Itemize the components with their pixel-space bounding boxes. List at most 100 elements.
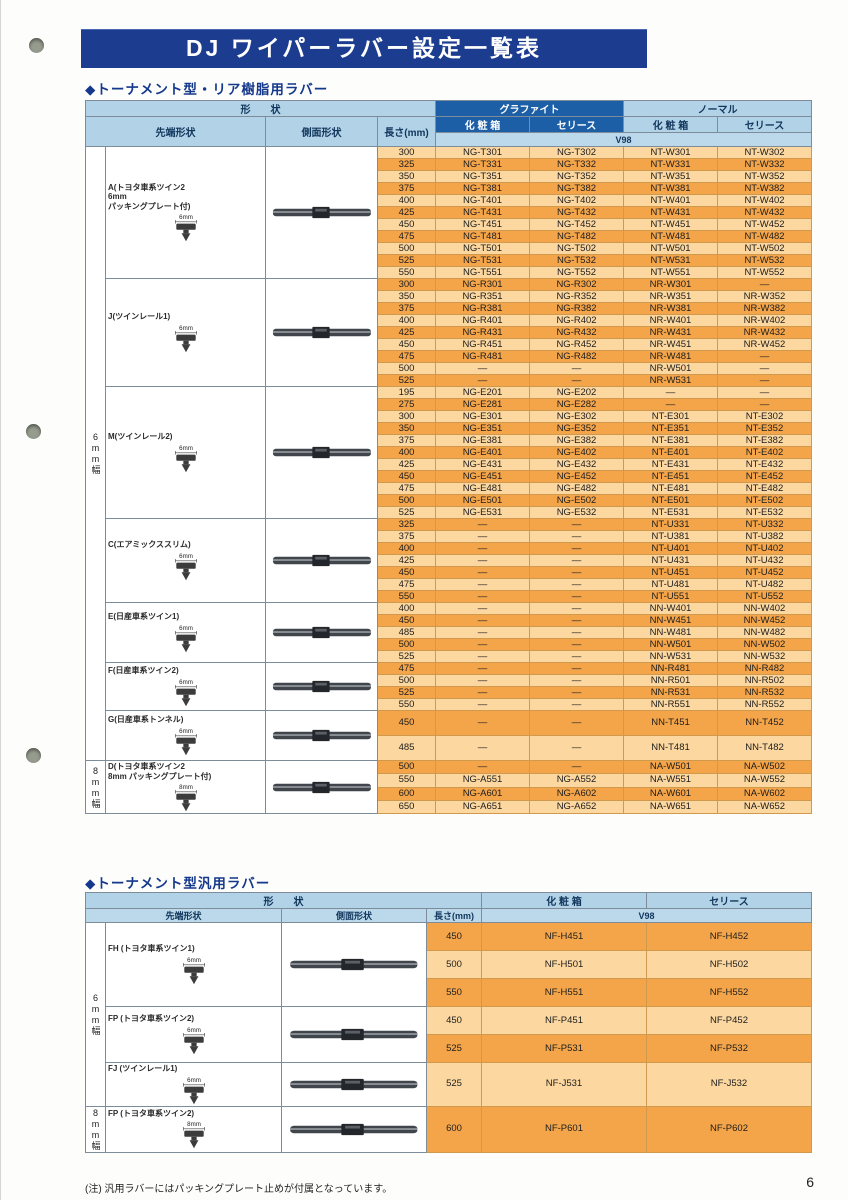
- part-number-cell: NT-U551: [623, 590, 718, 603]
- tip-shape-cell: G(日産車系トンネル) 6mm: [105, 710, 266, 761]
- length-cell: 300: [377, 146, 436, 159]
- length-cell: 475: [377, 230, 436, 243]
- part-number-cell: NF-H552: [646, 978, 812, 1007]
- side-profile-icon: [272, 781, 371, 793]
- table-row: 400— — NT-U401 NT-U402: [86, 542, 812, 555]
- part-number-cell: NF-H502: [646, 950, 812, 979]
- length-cell: 600: [377, 786, 436, 801]
- part-number-cell: NT-W302: [717, 146, 812, 159]
- side-shape-cell: [265, 278, 378, 387]
- part-number-cell: NT-W352: [717, 170, 812, 183]
- table-row: 375 NG-R381 NG-R382 NR-W381 NR-W382: [86, 302, 812, 315]
- part-number-cell: NT-W432: [717, 206, 812, 219]
- part-number-cell: NF-J532: [646, 1062, 812, 1107]
- group-label: G(日産車系トンネル): [108, 715, 184, 725]
- part-number-cell: NA-W551: [623, 773, 718, 788]
- length-cell: 525: [426, 1034, 482, 1063]
- part-number-cell: —: [435, 374, 530, 387]
- part-number-cell: NG-T451: [435, 218, 530, 231]
- part-number-cell: NT-W451: [623, 218, 718, 231]
- part-number-cell: NN-W501: [623, 638, 718, 651]
- side-shape-cell: [265, 759, 378, 815]
- length-cell: 400: [377, 542, 436, 555]
- length-cell: 525: [377, 686, 436, 699]
- part-number-cell: —: [529, 662, 624, 675]
- part-number-cell: —: [435, 626, 530, 639]
- part-number-cell: —: [529, 578, 624, 591]
- part-number-cell: —: [435, 674, 530, 687]
- part-number-cell: NT-E501: [623, 494, 718, 507]
- side-shape-cell: [265, 602, 378, 663]
- part-number-cell: NG-R432: [529, 326, 624, 339]
- table-row: 6mm幅 FH (トヨタ車系ツイン1) 6mm 450 NF-H451 NF-H452: [85, 922, 812, 1107]
- length-cell: 300: [377, 410, 436, 423]
- col-header-side-shape: 側面形状: [265, 116, 378, 147]
- part-number-cell: NG-A551: [435, 773, 530, 788]
- length-cell: 375: [377, 302, 436, 315]
- width-label-cell: 6mm幅: [85, 146, 106, 761]
- length-cell: 195: [377, 386, 436, 399]
- length-cell: 500: [377, 759, 436, 775]
- length-cell: 350: [377, 290, 436, 303]
- table-row: M(ツインレール2) 6mm 195 NG-E201 NG-E202— —: [86, 386, 812, 519]
- part-number-cell: NG-E281: [435, 398, 530, 411]
- part-number-cell: —: [529, 759, 624, 775]
- part-number-cell: NT-W552: [717, 266, 812, 279]
- col-header-side-shape: 側面形状: [281, 908, 427, 923]
- part-number-cell: NF-P601: [481, 1105, 647, 1153]
- part-number-cell: —: [529, 566, 624, 579]
- tip-shape-cell: FP (トヨタ車系ツイン2) 8mm: [105, 1105, 282, 1153]
- svg-text:6mm: 6mm: [187, 1027, 201, 1034]
- col-header-normal-box: 化 粧 箱: [623, 116, 718, 133]
- svg-text:6mm: 6mm: [179, 445, 193, 452]
- table-row: 550 NF-H551 NF-H552: [86, 978, 812, 1007]
- side-profile-icon: [272, 626, 371, 639]
- part-number-cell: NT-W431: [623, 206, 718, 219]
- tip-shape-cell: FJ (ツインレール1) 6mm: [105, 1062, 282, 1107]
- tip-shape-cell: M(ツインレール2) 6mm: [105, 386, 266, 519]
- part-number-cell: NT-U482: [717, 578, 812, 591]
- table-row: C(エアミックススリム) 6mm 325— — NT-U331 NT-U332: [86, 518, 812, 603]
- length-cell: 500: [377, 362, 436, 375]
- part-number-cell: —: [435, 590, 530, 603]
- side-profile-icon: [272, 680, 371, 693]
- part-number-cell: NT-E432: [717, 458, 812, 471]
- part-number-cell: NA-W602: [717, 786, 812, 801]
- part-number-cell: NA-W501: [623, 759, 718, 775]
- length-cell: 475: [377, 482, 436, 495]
- table-row: 525— — NN-W531 NN-W532: [86, 650, 812, 663]
- table-row: 550— — NT-U551 NT-U552: [86, 590, 812, 603]
- part-number-cell: NT-W381: [623, 182, 718, 195]
- part-number-cell: NT-E431: [623, 458, 718, 471]
- part-number-cell: —: [529, 735, 624, 761]
- part-number-cell: NG-R402: [529, 314, 624, 327]
- table-row: 450 NG-E451 NG-E452 NT-E451 NT-E452: [86, 470, 812, 483]
- table-row: 350 NG-R351 NG-R352 NR-W351 NR-W352: [86, 290, 812, 303]
- part-number-cell: NA-W601: [623, 786, 718, 801]
- part-number-cell: —: [529, 590, 624, 603]
- part-number-cell: NT-E401: [623, 446, 718, 459]
- part-number-cell: NG-E431: [435, 458, 530, 471]
- part-number-cell: NT-E482: [717, 482, 812, 495]
- part-number-cell: NG-E382: [529, 434, 624, 447]
- part-number-cell: NR-W352: [717, 290, 812, 303]
- part-number-cell: NG-R381: [435, 302, 530, 315]
- part-number-cell: NR-W382: [717, 302, 812, 315]
- length-cell: 425: [377, 554, 436, 567]
- part-number-cell: NG-E451: [435, 470, 530, 483]
- length-cell: 400: [377, 314, 436, 327]
- part-number-cell: NR-W401: [623, 314, 718, 327]
- part-number-cell: —: [435, 518, 530, 531]
- part-number-cell: NR-W381: [623, 302, 718, 315]
- width-label-cell: 8mm幅: [85, 1105, 106, 1153]
- length-cell: 500: [377, 638, 436, 651]
- part-number-cell: NG-E481: [435, 482, 530, 495]
- length-cell: 650: [377, 799, 436, 815]
- part-number-cell: NT-W532: [717, 254, 812, 267]
- width-label-cell: 6mm幅: [85, 922, 106, 1107]
- part-number-cell: NG-T531: [435, 254, 530, 267]
- part-number-cell: NT-W502: [717, 242, 812, 255]
- part-number-cell: NT-W481: [623, 230, 718, 243]
- part-number-cell: —: [529, 374, 624, 387]
